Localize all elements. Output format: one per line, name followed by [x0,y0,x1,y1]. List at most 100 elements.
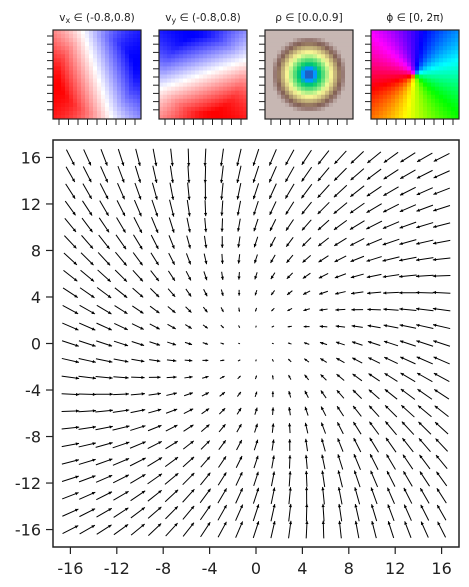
vy-heatmap-cell [211,54,216,59]
quiver-arrow [151,199,159,217]
quiver-arrow [78,458,96,465]
phi-heatmap-cell [443,102,448,108]
vy-heatmap-cell [227,30,232,35]
quiver-arrow [368,405,380,418]
vy-heatmap-cell [167,106,172,112]
quiver-arrow [133,234,143,250]
vx-heatmap-cell [109,50,114,55]
phi-heatmap-cell [375,30,380,35]
vy-heatmap-cell [191,114,196,120]
rho-heatmap-cell [301,46,306,51]
vy-heatmap-cell [187,82,192,88]
phi-heatmap-cell [419,62,424,67]
phi-heatmap-cell [375,70,380,75]
vx-heatmap-cell [101,30,106,35]
phi-heatmap-cell [407,110,412,116]
quiver-arrow [252,521,260,539]
vy-heatmap-cell [195,82,200,88]
rho-heatmap-cell [341,106,346,112]
phi-heatmap-cell [411,38,416,43]
vy-heatmap-cell [199,90,204,96]
phi-heatmap-cell [451,110,456,116]
phi-heatmap-cell [439,78,444,83]
vx-heatmap-cell [101,58,106,63]
phi-heatmap-cell [379,86,384,92]
quiver-arrow [336,389,345,399]
phi-heatmap-cell [427,102,432,108]
vy-heatmap-cell [215,74,220,79]
phi-heatmap-cell [415,94,420,100]
quiver-arrow [402,454,414,470]
quiver-arrow [287,308,293,312]
quiver-arrow [269,219,277,232]
vx-heatmap-cell [97,70,102,75]
phi-heatmap-cell [419,110,424,116]
rho-heatmap-cell [265,42,270,47]
y-tick-label: 0 [31,335,41,354]
phi-heatmap-cell [431,30,436,35]
rho-heatmap-cell [333,34,338,39]
vy-heatmap-cell [203,98,208,104]
phi-heatmap-cell [383,46,388,51]
quiver-arrow [284,166,295,183]
vx-heatmap-cell [77,114,82,120]
phi-heatmap-cell [443,110,448,116]
quiver-arrow [319,357,327,363]
quiver-arrow [333,167,347,181]
vy-heatmap-cell [207,114,212,120]
vy-heatmap-cell [223,50,228,55]
quiver-arrow [416,204,434,212]
rho-heatmap-cell [313,82,318,88]
rho-heatmap-cell [301,30,306,35]
rho-heatmap-cell [265,58,270,63]
quiver-arrow [383,291,399,295]
phi-heatmap-cell [415,78,420,83]
quiver-arrow [64,217,77,233]
phi-heatmap-cell [451,30,456,35]
quiver-arrow [288,455,292,469]
rho-heatmap-cell [309,70,314,75]
rho-heatmap-cell [293,54,298,59]
vy-heatmap-cell [175,86,180,92]
vy-heatmap-cell [159,102,164,108]
phi-heatmap-cell [451,82,456,88]
rho-heatmap-cell [273,30,278,35]
vy-heatmap-cell [235,30,240,35]
quiver-arrow [62,322,79,331]
vy-heatmap-cell [203,42,208,47]
vx-heatmap-cell [89,46,94,51]
phi-heatmap-cell [447,110,452,116]
phi-heatmap-cell [447,114,452,120]
vy-heatmap-cell [167,114,172,120]
vx-heatmap-cell [57,70,62,75]
quiver-arrow [147,473,163,485]
vy-heatmap-cell [171,102,176,108]
vy-heatmap-cell [159,82,164,88]
vy-heatmap-cell [239,30,244,35]
quiver-arrow [336,373,345,381]
vx-heatmap-cell [93,70,98,75]
quiver-arrow [400,388,416,400]
vx-heatmap-cell [57,54,62,59]
quiver-arrow [433,153,450,162]
rho-heatmap-cell [329,74,334,79]
rho-heatmap-cell [281,98,286,104]
quiver-arrow [334,255,347,263]
x-axis: -16 -12 -8 -4 0 4 8 12 16 [57,547,452,578]
rho-heatmap-cell [341,74,346,79]
phi-heatmap-cell [455,66,460,71]
vy-heatmap-cell [163,58,168,63]
quiver-arrow [129,441,146,449]
phi-heatmap-cell [415,74,420,79]
rho-heatmap-cell [313,74,318,79]
vy-heatmap-cell [191,82,196,88]
phi-heatmap-cell [379,74,384,79]
phi-heatmap-cell [431,86,436,92]
vx-heatmap-cell [77,94,82,100]
phi-heatmap-cell [439,90,444,96]
vy-heatmap-cell [175,110,180,116]
phi-heatmap-cell [451,50,456,55]
vx-heatmap-cell [125,98,130,104]
quiver-arrow [134,182,142,200]
vy-heatmap-cell [235,54,240,59]
